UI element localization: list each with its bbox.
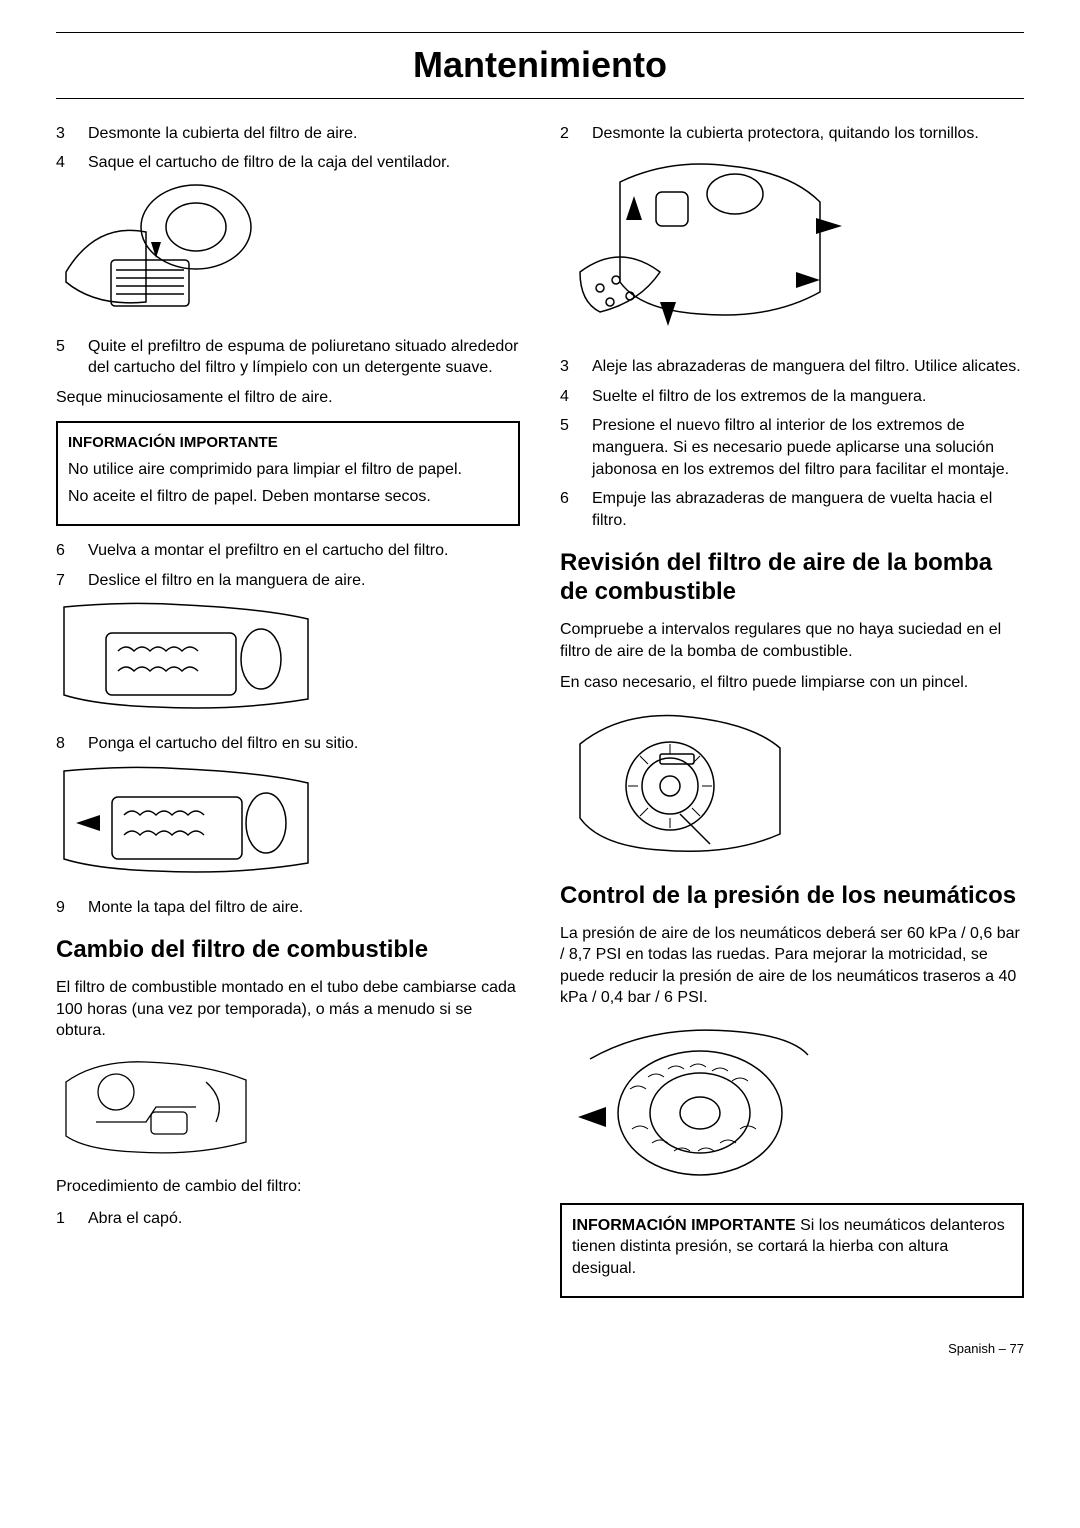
step-text: Desmonte la cubierta protectora, quitand… <box>592 123 1024 145</box>
heading-pump-air: Revisión del filtro de aire de la bomba … <box>560 549 1024 607</box>
r-step-2: 2 Desmonte la cubierta protectora, quita… <box>560 123 1024 145</box>
important2-label: INFORMACIÓN IMPORTANTE <box>572 1217 796 1234</box>
step-text: Monte la tapa del filtro de aire. <box>88 897 520 919</box>
step-text: Vuelva a montar el prefiltro en el cartu… <box>88 540 520 562</box>
steps-group-c: 6 Vuelva a montar el prefiltro en el car… <box>56 540 520 591</box>
figure-filter-slide <box>56 599 520 719</box>
step-text: Aleje las abrazaderas de manguera del fi… <box>592 356 1024 378</box>
important-p2: No aceite el filtro de papel. Deben mont… <box>68 486 508 508</box>
fuel-filter-steps: 1 Abra el capó. <box>56 1208 520 1230</box>
step-text: Desmonte la cubierta del filtro de aire. <box>88 123 520 145</box>
heading-fuel-filter: Cambio del filtro de combustible <box>56 936 520 965</box>
step-text: Saque el cartucho de filtro de la caja d… <box>88 152 520 174</box>
step-number: 3 <box>560 356 578 378</box>
rule-under-title <box>56 98 1024 99</box>
steps-group-d: 8 Ponga el cartucho del filtro en su sit… <box>56 733 520 755</box>
step-number: 7 <box>56 570 74 592</box>
r-step-4: 4 Suelte el filtro de los extremos de la… <box>560 386 1024 408</box>
step-number: 9 <box>56 897 74 919</box>
step-number: 3 <box>56 123 74 145</box>
step-number: 4 <box>560 386 578 408</box>
fuel-filter-proc-label: Procedimiento de cambio del filtro: <box>56 1176 520 1198</box>
step-3: 3 Desmonte la cubierta del filtro de air… <box>56 123 520 145</box>
step-text: Abra el capó. <box>88 1208 520 1230</box>
important-box-2: INFORMACIÓN IMPORTANTE Si los neumáticos… <box>560 1203 1024 1298</box>
pump-air-p2: En caso necesario, el filtro puede limpi… <box>560 672 1024 694</box>
step-9: 9 Monte la tapa del filtro de aire. <box>56 897 520 919</box>
step-number: 2 <box>560 123 578 145</box>
figure-protective-cover <box>560 152 1024 342</box>
step-number: 5 <box>560 415 578 480</box>
step-number: 6 <box>56 540 74 562</box>
step-number: 4 <box>56 152 74 174</box>
important2-text: INFORMACIÓN IMPORTANTE Si los neumáticos… <box>572 1215 1012 1280</box>
step-7: 7 Deslice el filtro en la manguera de ai… <box>56 570 520 592</box>
step-number: 5 <box>56 336 74 379</box>
page-footer: Spanish – 77 <box>56 1340 1024 1358</box>
step-text: Ponga el cartucho del filtro en su sitio… <box>88 733 520 755</box>
steps-group-e: 9 Monte la tapa del filtro de aire. <box>56 897 520 919</box>
important-heading: INFORMACIÓN IMPORTANTE <box>68 433 508 453</box>
right-steps-top: 2 Desmonte la cubierta protectora, quita… <box>560 123 1024 145</box>
step-number: 1 <box>56 1208 74 1230</box>
figure-filter-place <box>56 763 520 883</box>
heading-tyres: Control de la presión de los neumáticos <box>560 882 1024 911</box>
step-text: Deslice el filtro en la manguera de aire… <box>88 570 520 592</box>
rule-top <box>56 32 1024 33</box>
step-4: 4 Saque el cartucho de filtro de la caja… <box>56 152 520 174</box>
figure-air-filter-remove <box>56 182 520 322</box>
page-title: Mantenimiento <box>56 37 1024 94</box>
step-6: 6 Vuelva a montar el prefiltro en el car… <box>56 540 520 562</box>
figure-tyre <box>560 1019 1024 1189</box>
step-text: Empuje las abrazaderas de manguera de vu… <box>592 488 1024 531</box>
figure-pump-brush <box>560 704 1024 864</box>
fuel-step-1: 1 Abra el capó. <box>56 1208 520 1230</box>
step-number: 6 <box>560 488 578 531</box>
fuel-filter-intro: El filtro de combustible montado en el t… <box>56 977 520 1042</box>
important-p1: No utilice aire comprimido para limpiar … <box>68 459 508 481</box>
step-8: 8 Ponga el cartucho del filtro en su sit… <box>56 733 520 755</box>
step-5: 5 Quite el prefiltro de espuma de poliur… <box>56 336 520 379</box>
step-text: Presione el nuevo filtro al interior de … <box>592 415 1024 480</box>
dry-note: Seque minuciosamente el filtro de aire. <box>56 387 520 409</box>
important-box-1: INFORMACIÓN IMPORTANTE No utilice aire c… <box>56 421 520 526</box>
tyres-p1: La presión de aire de los neumáticos deb… <box>560 923 1024 1009</box>
r-step-5: 5 Presione el nuevo filtro al interior d… <box>560 415 1024 480</box>
r-step-3: 3 Aleje las abrazaderas de manguera del … <box>560 356 1024 378</box>
figure-fuel-filter <box>56 1052 520 1162</box>
right-column: 2 Desmonte la cubierta protectora, quita… <box>560 123 1024 1312</box>
r-step-6: 6 Empuje las abrazaderas de manguera de … <box>560 488 1024 531</box>
step-text: Suelte el filtro de los extremos de la m… <box>592 386 1024 408</box>
step-text: Quite el prefiltro de espuma de poliuret… <box>88 336 520 379</box>
pump-air-p1: Compruebe a intervalos regulares que no … <box>560 619 1024 662</box>
right-steps-mid: 3 Aleje las abrazaderas de manguera del … <box>560 356 1024 531</box>
two-column-layout: 3 Desmonte la cubierta del filtro de air… <box>56 123 1024 1312</box>
steps-group-b: 5 Quite el prefiltro de espuma de poliur… <box>56 336 520 379</box>
steps-group-a: 3 Desmonte la cubierta del filtro de air… <box>56 123 520 174</box>
step-number: 8 <box>56 733 74 755</box>
left-column: 3 Desmonte la cubierta del filtro de air… <box>56 123 520 1312</box>
